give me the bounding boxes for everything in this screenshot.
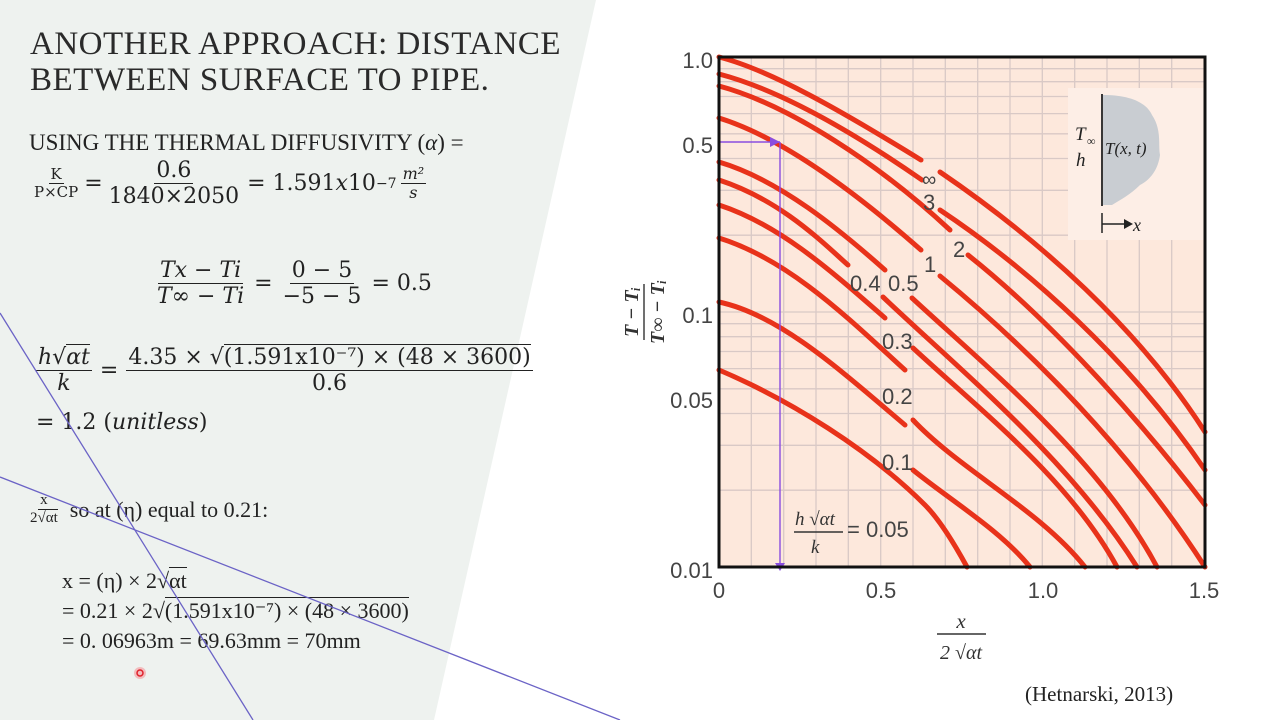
sqrt-expression: (1.591x10⁻⁷) × (48 × 3600) (223, 344, 531, 370)
fraction-numerator: Tx − Ti (157, 258, 244, 285)
curve-bi-0.4-b (880, 294, 1140, 570)
label-0.4: 0.4 (850, 271, 881, 296)
x-tick-labels: 0 0.5 1.0 1.5 (713, 578, 1219, 603)
fraction-numerator: K (48, 165, 64, 185)
citation: (Hetnarski, 2013) (1025, 682, 1174, 706)
curve-labels: ∞ 3 2 1 0.4 0.5 0.3 0.2 0.1 (850, 169, 965, 475)
temp-ratio-fraction: Tx − Ti T∞ − Ti (155, 258, 246, 310)
x-tick-0: 0 (713, 578, 725, 603)
curve-bi-2 (716, 83, 953, 233)
unit-numerator: m² (400, 163, 427, 185)
y-tick-0.5: 0.5 (682, 133, 713, 158)
solid-body-shape (1103, 95, 1160, 205)
y-tick-1.0: 1.0 (682, 48, 713, 73)
x-label-numerator: x (955, 609, 966, 633)
curve-bi-0.3-b (910, 345, 1120, 570)
times-x: x (335, 171, 348, 197)
annotation-denominator: k (811, 537, 820, 558)
temperature-ratio-equation: Tx − Ti T∞ − Ti = 0 − 5 −5 − 5 = 0.5 (155, 258, 432, 310)
curve-bi-0.05 (716, 367, 970, 570)
diffusivity-suffix: ) = (437, 130, 464, 155)
x-tick-0.5: 0.5 (866, 578, 897, 603)
diffusivity-equation: K P×CP = 0.6 1840×2050 = 1.591 x 10 −7 m² s (32, 158, 427, 210)
diffusivity-prefix: USING THE THERMAL DIFFUSIVITY ( (29, 130, 426, 155)
x-axis-symbol: x (1132, 215, 1141, 235)
fraction-numerator: 0.6 (154, 158, 194, 185)
curve-bi-2-b (965, 252, 1208, 508)
annotation-value: = 0.05 (847, 517, 909, 542)
label-1: 1 (924, 252, 936, 277)
k-over-rhocp-fraction: K P×CP (32, 165, 80, 202)
field-label: T(x, t) (1105, 139, 1147, 158)
alpha-value: = 1.591 (247, 171, 336, 197)
fraction-denominator: −5 − 5 (282, 284, 362, 310)
label-infinity: ∞ (922, 169, 936, 191)
curve-bi-1-b (937, 273, 1208, 570)
plot-frame (717, 55, 1207, 569)
unit-fraction: m² s (400, 163, 427, 203)
curve-bi-0.5 (716, 159, 888, 273)
unit-denominator: s (409, 183, 418, 203)
y-tick-0.01: 0.01 (670, 558, 713, 583)
curve-bi-0.4 (716, 177, 851, 268)
curve-bi-0.3 (716, 202, 888, 321)
label-0.2: 0.2 (882, 384, 913, 409)
curve-bi-0.1-b (910, 467, 1033, 570)
fraction-denominator: 1840×2050 (108, 184, 240, 210)
x-tick-1.0: 1.0 (1028, 578, 1059, 603)
curve-bi-3-b (937, 207, 1208, 473)
curve-bi-0.2-b (910, 417, 1088, 570)
label-2: 2 (953, 237, 965, 262)
y-tick-0.05: 0.05 (670, 388, 713, 413)
y-label-denominator: T∞ − Tᵢ (647, 280, 669, 344)
title-line-2: BETWEEN SURFACE TO PIPE. (30, 62, 490, 98)
curve-bi-0.2 (716, 235, 908, 373)
y-tick-labels: 1.0 0.5 0.1 0.05 0.01 (670, 48, 713, 583)
equals-sign: = (84, 171, 103, 197)
y-tick-0.1: 0.1 (682, 303, 713, 328)
label-0.3: 0.3 (882, 329, 913, 354)
y-axis-label: T − Tᵢ T∞ − Tᵢ (621, 280, 669, 344)
inset-diagram: T ∞ h T(x, t) x (1068, 88, 1205, 240)
reading-guide (719, 141, 781, 566)
temp-values-fraction: 0 − 5 −5 − 5 (281, 258, 364, 310)
ten-base: 10 (347, 171, 376, 197)
curve-bi-0.5-b (909, 295, 1160, 570)
temp-ratio-result: = 0.5 (371, 271, 432, 297)
y-label-numerator: T − Tᵢ (621, 287, 643, 337)
diffusivity-heading: USING THE THERMAL DIFFUSIVITY (α) = (29, 130, 464, 156)
x-tick-1.5: 1.5 (1189, 578, 1220, 603)
label-0.1: 0.1 (882, 450, 913, 475)
curve-bi-3 (716, 71, 925, 183)
arrow-right-icon (770, 137, 780, 147)
fraction-denominator: 0.6 (312, 371, 348, 397)
arrow-right-icon (1124, 219, 1133, 229)
x-axis-label: x 2 √αt (937, 609, 986, 664)
equals-sign: = (254, 271, 273, 297)
h-label: h (1076, 150, 1086, 171)
x-label-denominator: 2 √αt (940, 642, 982, 664)
infinity-subscript: ∞ (1087, 134, 1096, 148)
biot-annotation: h √αt k = 0.05 (794, 509, 909, 558)
curve-bi-1 (716, 115, 924, 253)
exponent: −7 (375, 175, 397, 192)
curve-bi-0.1 (716, 299, 908, 428)
fraction-denominator: P×CP (34, 183, 79, 202)
t-infinity-label: T (1075, 124, 1087, 145)
annotation-numerator: h √αt (795, 509, 836, 530)
values-fraction: 0.6 1840×2050 (107, 158, 241, 210)
label-0.5: 0.5 (888, 271, 919, 296)
fraction-numerator: 0 − 5 (289, 258, 355, 285)
label-3: 3 (923, 190, 935, 215)
curves (716, 54, 1208, 570)
slide-title: ANOTHER APPROACH: DISTANCE BETWEEN SURFA… (30, 26, 561, 98)
fraction-denominator: T∞ − Ti (157, 284, 245, 310)
title-line-1: ANOTHER APPROACH: DISTANCE (30, 26, 562, 62)
alpha-symbol: α (425, 130, 438, 155)
curve-bi-infinity (716, 54, 924, 163)
curve-bi-infinity-b (937, 169, 1208, 435)
